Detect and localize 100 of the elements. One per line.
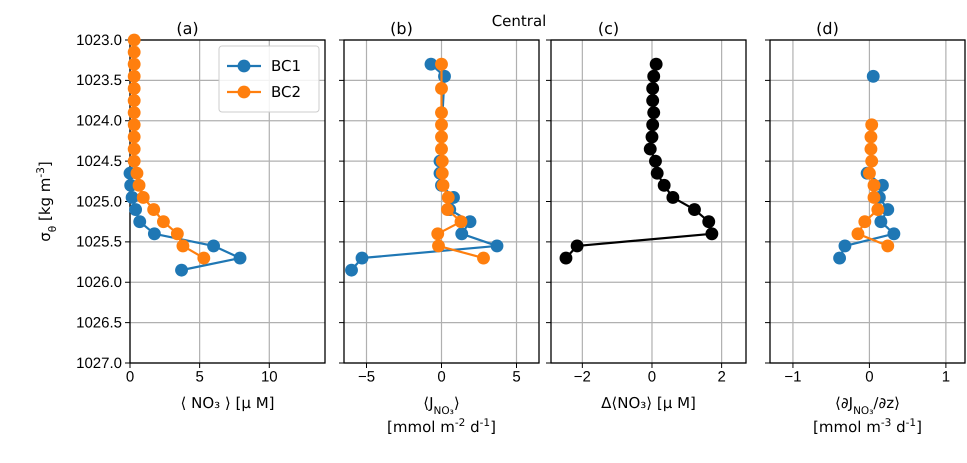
point: [864, 130, 878, 144]
legend-label: BC1: [271, 57, 302, 75]
point: [345, 264, 358, 277]
point: [874, 215, 888, 228]
point: [128, 70, 141, 83]
x-tick-label: −2: [574, 368, 591, 386]
x-axis-title: ⟨ NO₃ ⟩ [μ M]: [180, 394, 275, 412]
y-tick-label: 1026.5: [76, 314, 122, 332]
point: [868, 191, 880, 204]
point: [454, 215, 468, 228]
point: [833, 252, 846, 264]
point: [649, 154, 662, 168]
point: [858, 215, 872, 228]
point: [702, 215, 716, 228]
chart-title: (a): [176, 19, 199, 38]
point: [646, 130, 658, 144]
y-tick-label: 1026.0: [76, 274, 122, 292]
point: [156, 215, 170, 228]
x-tick-label: 0: [865, 368, 874, 386]
point: [432, 239, 445, 252]
x-tick-label: 2: [717, 368, 726, 386]
legend-label: BC2: [271, 83, 302, 101]
x-axis-title: ⟨∂J$_{NO₃}$/∂z⟩ [mmol m$^{-3}$ d$^{-1}$]: [813, 394, 922, 436]
point: [431, 227, 444, 240]
x-tick-label: −1: [784, 368, 802, 386]
x-tick-label: −5: [358, 368, 376, 386]
y-tick-label: 1024.5: [76, 152, 122, 170]
point: [147, 203, 160, 216]
point: [570, 239, 584, 252]
point: [435, 130, 448, 144]
point: [128, 142, 141, 156]
x-tick-label: 0: [648, 368, 656, 386]
point: [128, 106, 141, 120]
y-tick-label: 1025.5: [76, 234, 122, 251]
point: [128, 82, 141, 95]
x-tick-label: 1: [942, 368, 950, 386]
point: [838, 239, 852, 252]
point: [441, 203, 454, 216]
point: [650, 166, 664, 180]
point: [129, 203, 142, 216]
point: [356, 252, 368, 264]
point: [234, 252, 246, 264]
point: [128, 130, 141, 144]
point: [197, 252, 210, 264]
x-axis-title: ⟨J$_{NO₃}$⟩ [mmol m$^{-2}$ d$^{-1}$]: [387, 394, 496, 436]
y-tick-label: 1025.0: [76, 193, 122, 210]
point: [646, 82, 660, 95]
point: [868, 178, 880, 192]
point: [136, 191, 150, 204]
point: [490, 239, 504, 252]
x-tick-label: 10: [260, 368, 278, 386]
point: [170, 227, 184, 240]
point: [865, 154, 878, 168]
point: [560, 252, 572, 264]
point: [128, 34, 141, 46]
point: [866, 70, 880, 83]
point: [128, 58, 141, 71]
x-tick-label: 0: [126, 368, 134, 386]
point: [128, 118, 141, 132]
point: [435, 118, 448, 132]
point: [887, 227, 900, 240]
point: [130, 166, 144, 180]
point: [207, 239, 220, 252]
x-tick-label: 5: [512, 368, 521, 386]
point: [148, 227, 161, 240]
point: [658, 178, 671, 192]
point: [132, 178, 146, 192]
point: [435, 82, 448, 95]
y-tick-label: 1024.0: [76, 112, 122, 130]
point: [647, 106, 660, 120]
chart-title: (b): [390, 19, 413, 38]
point: [688, 203, 701, 216]
point: [436, 154, 449, 168]
point: [442, 191, 455, 204]
point: [650, 58, 663, 71]
point: [646, 94, 660, 107]
point: [647, 70, 660, 83]
point: [435, 106, 448, 120]
point: [477, 252, 490, 264]
point: [852, 227, 864, 240]
chart-title: (d): [816, 19, 839, 38]
point: [126, 191, 139, 204]
point: [128, 154, 141, 168]
y-tick-label: 1023.5: [76, 72, 122, 90]
point: [435, 142, 448, 156]
x-tick-label: 0: [437, 368, 446, 386]
x-tick-label: 5: [195, 368, 204, 386]
y-tick-label: 1023.0: [76, 32, 122, 49]
text: Central: [492, 12, 546, 30]
point: [644, 142, 657, 156]
point: [705, 227, 718, 240]
point: [646, 118, 660, 132]
point: [435, 58, 448, 71]
point: [455, 227, 468, 240]
point: [128, 94, 141, 107]
point: [128, 46, 141, 59]
point: [864, 142, 878, 156]
point: [175, 264, 188, 277]
point: [176, 239, 190, 252]
point: [881, 239, 894, 252]
